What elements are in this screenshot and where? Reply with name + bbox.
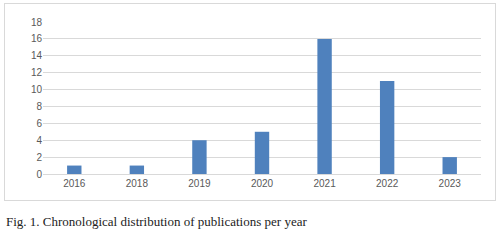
svg-text:2: 2	[36, 152, 42, 163]
svg-text:18: 18	[31, 17, 43, 28]
svg-text:2016: 2016	[63, 178, 86, 189]
svg-text:6: 6	[36, 118, 42, 129]
svg-text:2022: 2022	[376, 178, 399, 189]
svg-text:14: 14	[31, 50, 43, 61]
svg-text:2020: 2020	[251, 178, 274, 189]
svg-text:2021: 2021	[313, 178, 336, 189]
svg-text:0: 0	[36, 169, 42, 180]
svg-text:4: 4	[36, 135, 42, 146]
svg-text:12: 12	[31, 67, 43, 78]
html-text:Fig. 1. Chronological distribu: Fig. 1. Chronological distribution of pu…	[6, 214, 307, 229]
svg-text:2018: 2018	[126, 178, 149, 189]
svg-text:16: 16	[31, 33, 43, 44]
svg-text:8: 8	[36, 101, 42, 112]
svg-text:10: 10	[31, 84, 43, 95]
svg-text:2023: 2023	[439, 178, 462, 189]
svg-text:2019: 2019	[188, 178, 211, 189]
